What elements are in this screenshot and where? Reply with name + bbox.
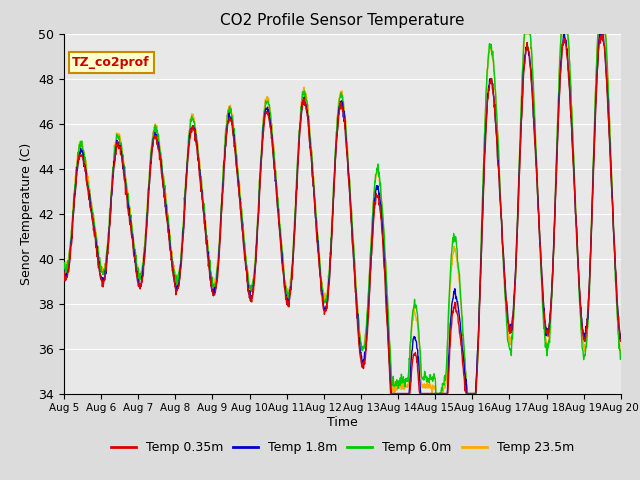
Y-axis label: Senor Temperature (C): Senor Temperature (C) (20, 143, 33, 285)
X-axis label: Time: Time (327, 416, 358, 429)
Title: CO2 Profile Sensor Temperature: CO2 Profile Sensor Temperature (220, 13, 465, 28)
Legend: Temp 0.35m, Temp 1.8m, Temp 6.0m, Temp 23.5m: Temp 0.35m, Temp 1.8m, Temp 6.0m, Temp 2… (106, 436, 579, 459)
Text: TZ_co2prof: TZ_co2prof (72, 56, 150, 69)
